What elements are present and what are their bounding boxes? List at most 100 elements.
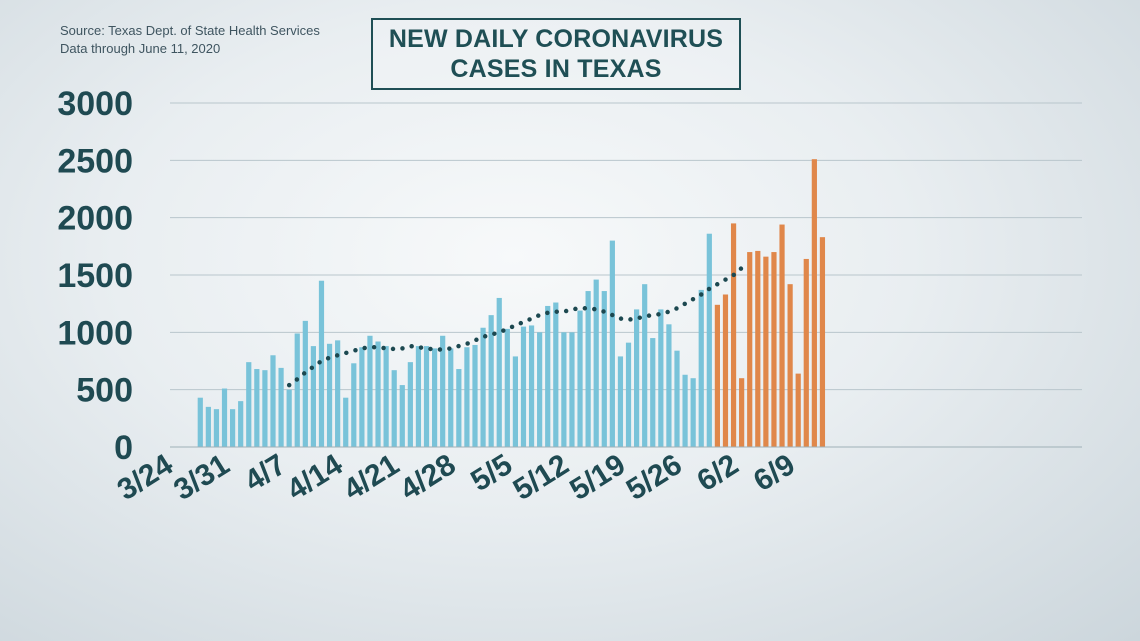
trend-line bbox=[286, 265, 744, 388]
bar bbox=[698, 289, 704, 447]
bar bbox=[771, 252, 777, 447]
bar bbox=[496, 297, 502, 447]
bar bbox=[706, 233, 712, 447]
bar bbox=[730, 223, 737, 447]
bar bbox=[326, 343, 333, 447]
x-tick-label: 6/2 bbox=[691, 448, 744, 498]
bar bbox=[811, 159, 817, 448]
bar bbox=[221, 388, 228, 447]
bar bbox=[787, 284, 793, 447]
bar bbox=[634, 309, 640, 447]
x-tick-label: 4/7 bbox=[239, 448, 292, 498]
source-note: Source: Texas Dept. of State Health Serv… bbox=[60, 22, 320, 58]
bar bbox=[464, 347, 470, 447]
bar bbox=[318, 280, 325, 447]
bar bbox=[488, 315, 494, 447]
bar bbox=[617, 356, 624, 447]
bar bbox=[585, 291, 591, 447]
bar bbox=[658, 309, 664, 447]
chart-title: NEW DAILY CORONAVIRUS CASES IN TEXAS bbox=[371, 18, 741, 90]
bar bbox=[448, 348, 454, 447]
y-tick-label: 1000 bbox=[57, 314, 133, 352]
x-tick-label: 4/28 bbox=[395, 448, 462, 507]
bar bbox=[601, 291, 607, 447]
bar bbox=[238, 401, 244, 447]
bar bbox=[310, 346, 316, 447]
bar bbox=[286, 389, 292, 447]
bar bbox=[569, 332, 575, 447]
bar bbox=[359, 347, 365, 447]
x-tick-label: 3/31 bbox=[168, 448, 235, 507]
bar bbox=[682, 374, 688, 447]
bar bbox=[528, 325, 535, 447]
bar bbox=[625, 342, 632, 447]
bar bbox=[504, 328, 510, 447]
x-tick-label: 6/9 bbox=[748, 448, 801, 498]
y-tick-label: 2000 bbox=[57, 200, 133, 238]
bar bbox=[343, 397, 349, 447]
bar bbox=[351, 363, 357, 447]
bar bbox=[609, 240, 615, 447]
bar bbox=[254, 369, 260, 447]
bar bbox=[230, 409, 236, 447]
bar bbox=[739, 378, 745, 447]
bar bbox=[423, 346, 430, 447]
y-tick-label: 500 bbox=[76, 372, 133, 410]
bar bbox=[294, 333, 300, 447]
bar bbox=[795, 373, 801, 447]
bar bbox=[205, 406, 211, 447]
bar bbox=[472, 344, 478, 447]
chart-title-line-1: NEW DAILY CORONAVIRUS bbox=[388, 25, 724, 53]
bar bbox=[537, 332, 543, 447]
bar bbox=[246, 362, 252, 447]
bar bbox=[593, 279, 599, 447]
bar bbox=[440, 335, 446, 447]
bar bbox=[577, 310, 583, 447]
bar bbox=[666, 324, 672, 447]
bar bbox=[456, 369, 462, 447]
bar bbox=[747, 252, 753, 447]
bar bbox=[262, 370, 268, 447]
x-tick-label: 5/5 bbox=[465, 448, 518, 498]
bar bbox=[722, 294, 729, 447]
bar bbox=[714, 304, 720, 447]
bar bbox=[383, 346, 389, 447]
x-tick-label: 5/19 bbox=[564, 448, 631, 507]
bar bbox=[755, 250, 761, 447]
y-tick-label: 1500 bbox=[57, 257, 133, 295]
x-tick-label: 4/14 bbox=[281, 448, 348, 507]
bar bbox=[407, 362, 413, 447]
bar bbox=[545, 305, 551, 447]
bar bbox=[512, 356, 518, 447]
bar bbox=[779, 224, 785, 447]
y-tick-label: 2500 bbox=[57, 142, 133, 180]
bar bbox=[480, 327, 486, 447]
x-tick-label: 4/21 bbox=[338, 448, 405, 507]
bar bbox=[391, 370, 397, 447]
bar bbox=[520, 326, 527, 447]
chart-title-line-2: CASES IN TEXAS bbox=[450, 55, 662, 83]
bar bbox=[763, 256, 769, 447]
bar bbox=[197, 397, 203, 447]
x-tick-label: 5/26 bbox=[621, 448, 688, 507]
bar bbox=[819, 237, 826, 447]
source-line: Source: Texas Dept. of State Health Serv… bbox=[60, 23, 320, 38]
bar bbox=[561, 332, 567, 447]
bar bbox=[553, 302, 559, 447]
bar bbox=[642, 284, 648, 447]
bar bbox=[650, 338, 656, 447]
data-through-line: Data through June 11, 2020 bbox=[60, 41, 221, 56]
bar bbox=[213, 409, 220, 447]
bar bbox=[302, 320, 308, 447]
bar bbox=[335, 340, 341, 447]
x-tick-label: 5/12 bbox=[508, 448, 575, 507]
bar bbox=[399, 385, 405, 447]
y-tick-label: 3000 bbox=[57, 85, 133, 123]
bar bbox=[803, 258, 809, 447]
bar bbox=[367, 335, 373, 447]
bar bbox=[375, 341, 381, 447]
bar bbox=[278, 367, 284, 447]
bar bbox=[432, 348, 438, 447]
bar bbox=[415, 346, 422, 447]
